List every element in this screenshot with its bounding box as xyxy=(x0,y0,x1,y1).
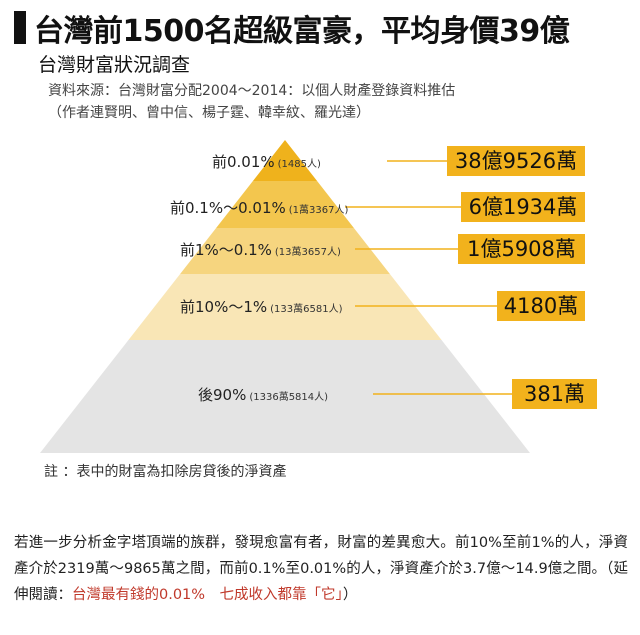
pyramid-tier-1 xyxy=(252,140,318,181)
tier-label-3: 前1%～0.1% (13萬3657人) xyxy=(180,239,341,260)
tier-value-3: 1億5908萬 xyxy=(458,234,585,264)
tier-value-2: 6億1934萬 xyxy=(461,192,585,222)
tier-name: 前0.1%～0.01% xyxy=(170,199,286,217)
tier-count: (1萬3367人) xyxy=(288,205,349,216)
paragraph-end: ） xyxy=(342,587,358,603)
pyramid-tier-2 xyxy=(216,181,354,228)
paragraph-text: 若進一步分析金字塔頂端的族群，發現愈富有者，財富的差異愈大。前10%至前1%的人… xyxy=(14,535,628,603)
tier-count: (133萬6581人) xyxy=(270,304,343,315)
pyramid-tier-3 xyxy=(180,228,390,274)
tier-name: 前0.01% xyxy=(212,153,275,171)
body-paragraph: 若進一步分析金字塔頂端的族群，發現愈富有者，財富的差異愈大。前10%至前1%的人… xyxy=(14,530,628,608)
page-subtitle: 台灣財富狀況調查 xyxy=(38,54,191,76)
tier-name: 前1%～0.1% xyxy=(180,241,272,259)
tier-label-2: 前0.1%～0.01% (1萬3367人) xyxy=(170,197,348,218)
tier-value-4: 4180萬 xyxy=(497,291,585,321)
tier-value-5: 381萬 xyxy=(512,379,597,409)
tier-label-1: 前0.01% (1485人) xyxy=(212,151,321,172)
page-title: 台灣前1500名超級富豪，平均身價39億 xyxy=(34,14,570,49)
pyramid-tier-5 xyxy=(40,340,530,453)
data-source: 資料來源：台灣財富分配2004～2014：以個人財產登錄資料推估 xyxy=(48,83,456,99)
tier-count: (1485人) xyxy=(277,159,321,170)
tier-count: (13萬3657人) xyxy=(274,247,341,258)
wealth-pyramid xyxy=(40,140,530,453)
related-article-link[interactable]: 台灣最有錢的0.01% 七成收入都靠「它」 xyxy=(72,587,343,603)
pyramid-tier-4 xyxy=(128,274,442,340)
tier-label-4: 前10%～1% (133萬6581人) xyxy=(180,296,342,317)
tier-value-1: 38億9526萬 xyxy=(447,146,585,176)
tier-name: 後90% xyxy=(198,386,247,404)
footnote: 註 ：表中的財富為扣除房貸後的淨資產 xyxy=(44,464,287,480)
title-marker xyxy=(14,11,26,44)
tier-name: 前10%～1% xyxy=(180,298,268,316)
tier-label-5: 後90% (1336萬5814人) xyxy=(198,384,328,405)
data-authors: （作者連賢明、曾中信、楊子霆、韓幸紋、羅光達） xyxy=(48,105,370,121)
tier-count: (1336萬5814人) xyxy=(249,392,329,403)
